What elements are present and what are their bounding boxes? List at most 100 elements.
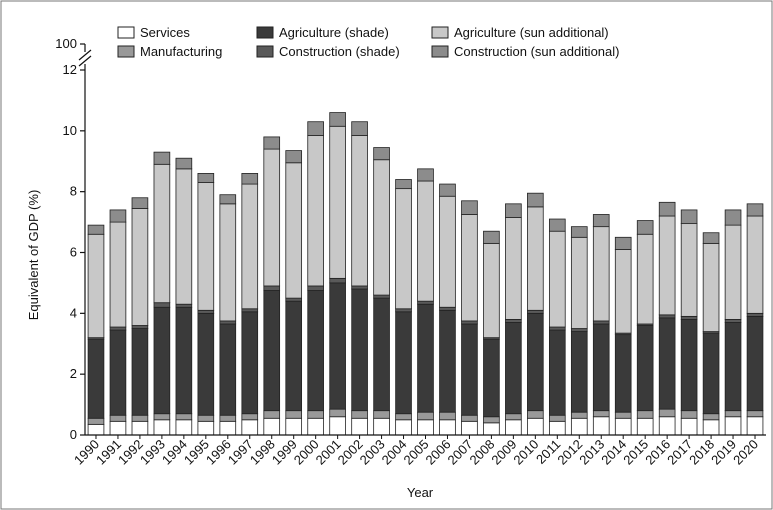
bar-segment-2015-2: [636, 325, 654, 412]
y-tick-label-12: 12: [63, 62, 77, 77]
y-tick-label-4: 4: [70, 305, 77, 320]
bar-segment-1997-2: [241, 311, 259, 415]
bar-segment-2005-0: [417, 419, 434, 436]
bar-segment-2000-2: [307, 290, 324, 412]
bar-segment-1993-3: [153, 302, 171, 308]
bar-segment-2018-4: [702, 242, 720, 332]
bar-segment-2013-3: [592, 320, 610, 325]
bar-segment-2014-5: [614, 236, 632, 250]
bar-segment-2013-2: [592, 323, 610, 412]
bar-segment-1996-0: [219, 420, 237, 436]
legend-label-0: Services: [140, 25, 190, 40]
y-tick-label-2: 2: [70, 366, 77, 381]
bar-segment-1994-5: [175, 157, 193, 170]
bar-segment-2012-5: [570, 226, 588, 238]
bar-segment-1997-3: [241, 308, 259, 313]
bar-segment-1991-3: [109, 326, 127, 331]
bar-segment-2020-5: [746, 203, 764, 217]
bar-segment-2015-0: [636, 417, 654, 436]
y-tick-label-10: 10: [63, 123, 77, 138]
bar-segment-2007-2: [461, 323, 478, 416]
bar-segment-2011-2: [549, 329, 566, 416]
bar-segment-1999-0: [285, 417, 303, 436]
bar-segment-1990-4: [87, 233, 105, 339]
bar-segment-2016-0: [658, 416, 676, 436]
bar-segment-1990-1: [87, 417, 105, 425]
bar-segment-2016-3: [658, 314, 676, 319]
bar-segment-2017-2: [680, 319, 698, 412]
bar-segment-2019-2: [724, 322, 742, 412]
bar-segment-2002-3: [351, 285, 368, 290]
bar-segment-2020-4: [746, 215, 764, 314]
bar-segment-2001-4: [329, 125, 346, 279]
y-tick-label-break: 100: [55, 36, 77, 51]
bar-segment-2013-5: [592, 214, 610, 228]
bar-segment-1992-2: [131, 328, 149, 416]
bar-segment-2003-2: [373, 297, 390, 412]
bar-segment-1990-5: [87, 224, 105, 235]
bar-segment-1990-2: [87, 338, 105, 419]
bar-segment-2004-1: [395, 413, 412, 421]
bar-segment-2007-5: [461, 200, 478, 215]
bar-segment-2014-4: [614, 249, 632, 334]
bar-segment-2012-1: [570, 411, 588, 419]
bar-segment-2009-3: [505, 319, 522, 323]
bar-segment-1996-3: [219, 320, 237, 325]
bar-segment-2002-4: [351, 134, 368, 287]
bar-segment-2009-5: [505, 203, 522, 218]
bar-segment-1995-3: [197, 309, 215, 314]
bar-segment-2007-0: [461, 420, 478, 436]
bar-segment-1993-2: [153, 306, 171, 415]
bar-segment-2009-4: [505, 217, 522, 320]
bar-segment-1994-4: [175, 168, 193, 305]
bar-segment-1999-4: [285, 162, 303, 299]
legend-swatch-4: [431, 26, 449, 39]
bar-segment-2004-5: [395, 179, 412, 190]
bar-segment-2006-4: [439, 195, 456, 308]
bar-segment-1991-0: [109, 420, 127, 436]
bar-segment-2000-1: [307, 410, 324, 419]
bar-segment-2011-4: [549, 230, 566, 328]
bar-segment-2000-3: [307, 285, 324, 291]
bar-segment-2008-4: [483, 242, 500, 339]
bar-segment-1992-1: [131, 414, 149, 422]
bar-segment-2013-0: [592, 416, 610, 436]
legend-label-1: Manufacturing: [140, 44, 222, 59]
bar-segment-2019-4: [724, 224, 742, 320]
bar-segment-1994-2: [175, 306, 193, 415]
bar-segment-2009-1: [505, 413, 522, 421]
bar-segment-2004-3: [395, 308, 412, 313]
bar-segment-1997-5: [241, 173, 259, 185]
bar-segment-1998-3: [263, 285, 281, 291]
bar-segment-2003-5: [373, 147, 390, 161]
bar-segment-1996-5: [219, 194, 237, 205]
bar-segment-2002-5: [351, 121, 368, 136]
bar-segment-2018-0: [702, 419, 720, 436]
bar-segment-2011-1: [549, 414, 566, 422]
bar-segment-2017-4: [680, 223, 698, 317]
bar-segment-1994-0: [175, 419, 193, 436]
bar-segment-2019-1: [724, 410, 742, 418]
bar-segment-2013-1: [592, 410, 610, 418]
bar-segment-1991-1: [109, 414, 127, 422]
bar-segment-1995-4: [197, 182, 215, 311]
bar-segment-2010-1: [527, 410, 544, 419]
bar-segment-2017-3: [680, 315, 698, 320]
bar-segment-1995-0: [197, 420, 215, 436]
bar-segment-2007-4: [461, 214, 478, 322]
bar-segment-1994-1: [175, 413, 193, 421]
bar-segment-2019-3: [724, 319, 742, 323]
bar-segment-1999-5: [285, 150, 303, 164]
legend-swatch-3: [256, 45, 274, 58]
x-axis-label: Year: [407, 485, 434, 500]
bar-segment-2012-3: [570, 328, 588, 332]
bar-segment-1995-5: [197, 173, 215, 183]
bar-segment-2012-2: [570, 331, 588, 413]
bar-segment-2017-5: [680, 209, 698, 225]
bar-segment-2012-0: [570, 417, 588, 436]
bar-segment-2018-2: [702, 332, 720, 415]
bar-segment-1992-4: [131, 207, 149, 326]
bar-segment-2001-0: [329, 416, 346, 436]
